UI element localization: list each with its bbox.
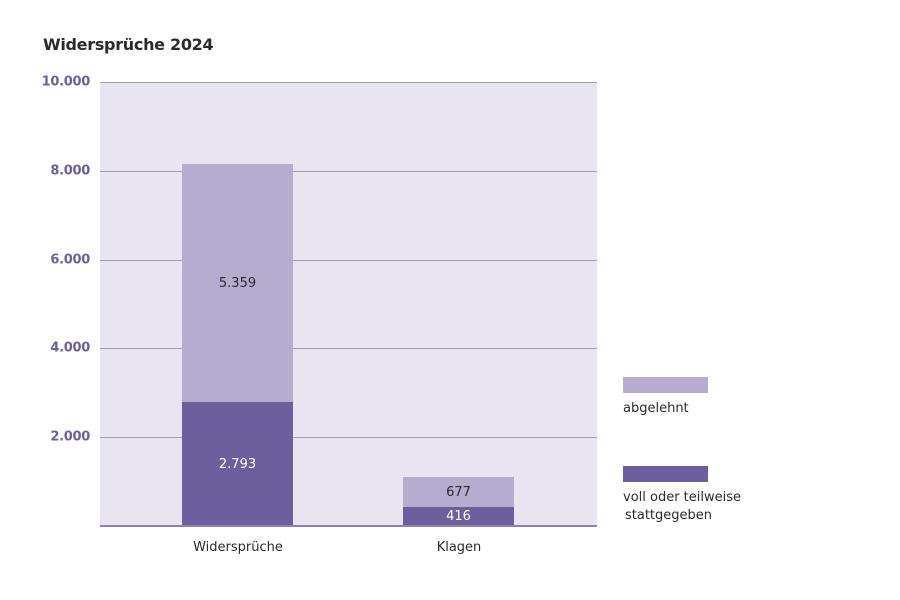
legend-label-stattgegeben-line2: stattgegeben bbox=[625, 508, 713, 523]
bar-klagen-stattgegeben: 416 bbox=[403, 507, 514, 526]
legend-label-stattgegeben-line1: voll oder teilweise bbox=[623, 490, 742, 505]
plot-area: 5.359 2.793 677 416 bbox=[100, 82, 597, 527]
bar-value-label: 677 bbox=[446, 484, 471, 500]
bar-value-label: 5.359 bbox=[218, 275, 257, 291]
y-tick-6000: 6.000 bbox=[50, 252, 90, 268]
bar-widersprueche-abgelehnt: 5.359 bbox=[182, 164, 293, 402]
bar-value-label: 416 bbox=[446, 509, 471, 524]
x-label-klagen: Klagen bbox=[436, 540, 482, 555]
gridline-10000 bbox=[100, 82, 597, 83]
gridline-2000 bbox=[100, 437, 597, 438]
legend-swatch-stattgegeben bbox=[623, 466, 708, 482]
bar-klagen-abgelehnt: 677 bbox=[403, 477, 514, 507]
legend-label-abgelehnt: abgelehnt bbox=[623, 401, 689, 416]
gridline-8000 bbox=[100, 171, 597, 172]
gridline-4000 bbox=[100, 348, 597, 349]
chart-title: Widersprüche 2024 bbox=[43, 35, 214, 54]
y-tick-2000: 2.000 bbox=[50, 429, 90, 445]
x-axis-line bbox=[100, 525, 597, 527]
bar-widersprueche-stattgegeben: 2.793 bbox=[182, 402, 293, 526]
x-label-widersprueche: Widersprüche bbox=[193, 540, 283, 555]
bar-value-label: 2.793 bbox=[218, 456, 257, 472]
y-tick-4000: 4.000 bbox=[50, 340, 90, 356]
y-tick-10000: 10.000 bbox=[41, 74, 91, 90]
y-tick-8000: 8.000 bbox=[50, 163, 90, 179]
legend-swatch-abgelehnt bbox=[623, 377, 708, 393]
gridline-6000 bbox=[100, 260, 597, 261]
